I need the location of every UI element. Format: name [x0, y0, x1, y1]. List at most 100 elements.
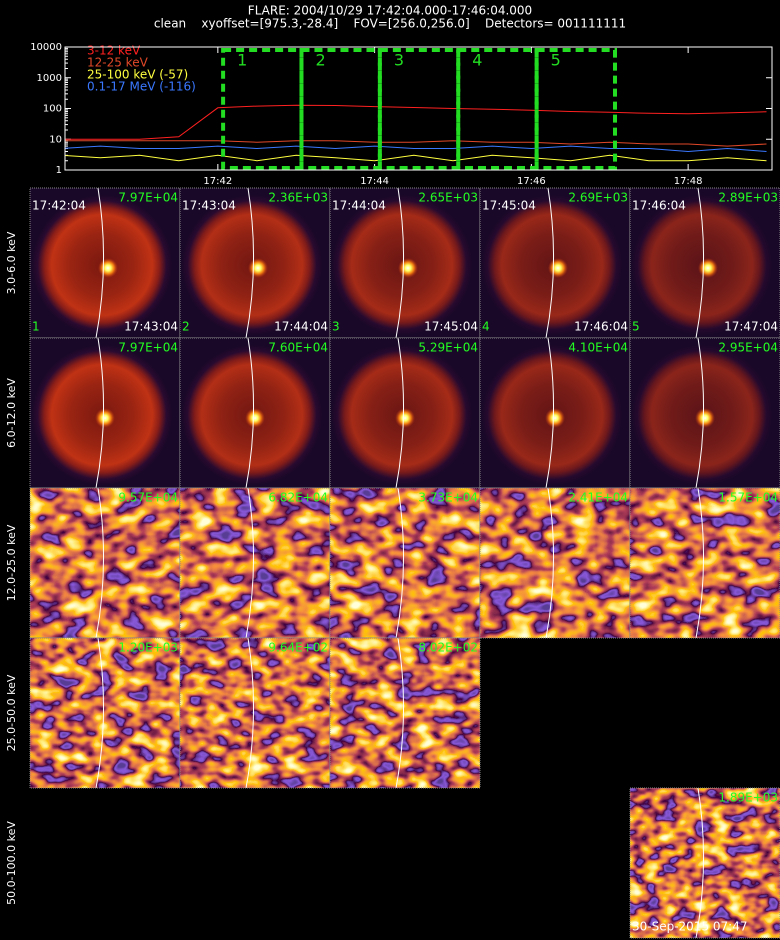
panel-max: 2.69E+03 — [568, 191, 628, 205]
image-panel — [630, 188, 780, 338]
image-panel — [30, 488, 180, 638]
y-tick-label: 1000 — [37, 73, 62, 84]
interval-label: 3 — [394, 51, 404, 70]
panel-end-time: 17:43:04 — [124, 320, 178, 334]
plot-frame — [64, 46, 773, 171]
subtitle: clean xyoffset=[975.3,-28.4] FOV=[256.0,… — [154, 17, 626, 31]
image-panel — [30, 188, 180, 338]
panel-index: 1 — [32, 320, 40, 334]
solar-limb — [695, 338, 705, 488]
image-panel — [180, 488, 330, 638]
panel-max: 1.20E+03 — [118, 641, 178, 655]
solar-limb — [395, 188, 405, 338]
panel-max: 8.02E+02 — [418, 641, 478, 655]
solar-limb — [695, 788, 705, 938]
panel-max: 2.95E+04 — [718, 341, 778, 355]
solar-limb — [395, 338, 405, 488]
panel-max: 6.82E+04 — [268, 491, 328, 505]
image-source — [248, 258, 268, 278]
panel-index: 3 — [332, 320, 340, 334]
solar-limb — [395, 638, 405, 788]
interval-box — [456, 48, 539, 170]
image-source — [548, 258, 568, 278]
interval-label: 1 — [237, 51, 247, 70]
panel-frame — [329, 637, 481, 789]
panel-index: 5 — [632, 320, 640, 334]
solar-limb — [95, 638, 105, 788]
image-noise — [30, 488, 180, 638]
solar-limb — [395, 488, 405, 638]
y-tick-label: 10 — [49, 134, 62, 145]
row-label: 6.0-12.0 keV — [5, 378, 18, 448]
x-tick-label: 17:48 — [674, 176, 703, 187]
series-line — [65, 140, 767, 147]
series-line — [65, 145, 767, 153]
solar-limb — [95, 188, 105, 338]
image-panel — [330, 488, 480, 638]
legend-entry: 0.1-17 MeV (-116) — [87, 80, 196, 94]
series-line — [65, 104, 767, 140]
image-panel — [30, 638, 180, 788]
panel-max: 2.65E+03 — [418, 191, 478, 205]
solar-limb — [95, 488, 105, 638]
x-tick-label: 17:46 — [517, 176, 546, 187]
solar-limb — [545, 338, 555, 488]
image-noise — [180, 638, 330, 788]
panel-frame — [629, 787, 780, 939]
panel-max: 4.10E+04 — [568, 341, 628, 355]
solar-limb — [245, 488, 255, 638]
panel-max: 9.64E+02 — [268, 641, 328, 655]
legend-entry: 12-25 keV — [87, 56, 149, 70]
image-source — [695, 408, 715, 428]
interval-label: 2 — [315, 51, 325, 70]
solar-limb — [695, 188, 705, 338]
solar-limb — [695, 488, 705, 638]
solar-limb — [245, 338, 255, 488]
interval-box — [534, 48, 618, 170]
panel-max: 1.89E+03 — [718, 791, 778, 805]
image-noise — [630, 788, 780, 938]
x-tick-label: 17:44 — [360, 176, 389, 187]
image-source — [698, 258, 718, 278]
interval-box — [377, 48, 461, 170]
series-line — [65, 154, 767, 162]
y-tick-label: 100 — [43, 104, 62, 115]
row-label: 25.0-50.0 keV — [5, 674, 18, 751]
image-panel — [30, 338, 180, 488]
image-panel — [180, 188, 330, 338]
title: FLARE: 2004/10/29 17:42:04.000-17:46:04.… — [248, 4, 532, 18]
solar-limb — [545, 488, 555, 638]
y-tick-label: 10000 — [30, 42, 62, 53]
row-label: 12.0-25.0 keV — [5, 524, 18, 601]
panel-max: 1.57E+04 — [718, 491, 778, 505]
row-label: 3.0-6.0 keV — [5, 231, 18, 294]
panel-start-time: 17:43:04 — [182, 199, 236, 213]
image-source — [245, 408, 265, 428]
panel-end-time: 17:44:04 — [274, 320, 328, 334]
image-panel — [630, 488, 780, 638]
panel-max: 2.89E+03 — [718, 191, 778, 205]
legend-entry: 25-100 keV (-57) — [87, 68, 188, 82]
panel-max: 9.57E+04 — [118, 491, 178, 505]
image-noise — [330, 488, 480, 638]
image-noise — [480, 488, 630, 638]
image-panel — [630, 338, 780, 488]
image-panel — [480, 488, 630, 638]
panel-end-time: 17:46:04 — [574, 320, 628, 334]
interval-label: 5 — [551, 51, 561, 70]
image-source — [95, 408, 115, 428]
panel-max: 7.60E+04 — [268, 341, 328, 355]
row-label: 50.0-100.0 keV — [5, 821, 18, 905]
y-tick-label: 1 — [56, 165, 62, 176]
interval-label: 4 — [472, 51, 482, 70]
panel-end-time: 17:47:04 — [724, 320, 778, 334]
panel-start-time: 17:44:04 — [332, 199, 386, 213]
image-source — [545, 408, 565, 428]
footer-date: 30-Sep-2015 07:47 — [632, 920, 747, 934]
image-panel — [330, 338, 480, 488]
image-noise — [330, 638, 480, 788]
solar-limb — [95, 338, 105, 488]
image-source — [398, 258, 418, 278]
solar-limb — [245, 638, 255, 788]
panel-index: 4 — [482, 320, 490, 334]
